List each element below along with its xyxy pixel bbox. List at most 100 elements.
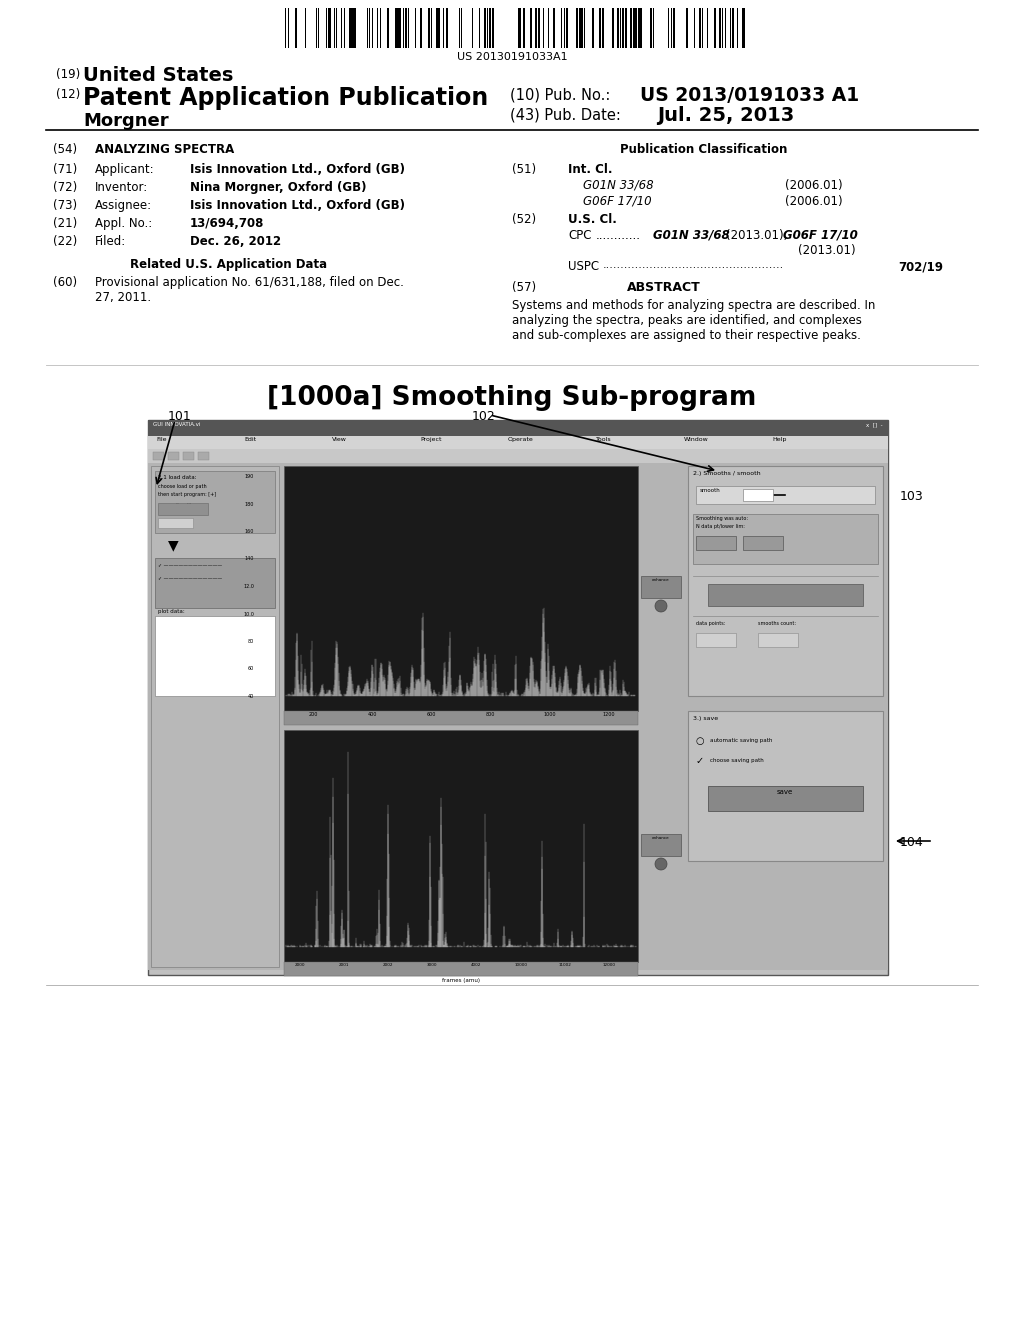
Bar xyxy=(446,8,447,48)
Bar xyxy=(168,451,179,459)
Bar xyxy=(582,8,583,48)
Text: (43) Pub. Date:: (43) Pub. Date: xyxy=(510,107,621,121)
Bar xyxy=(694,8,695,48)
Bar xyxy=(288,8,290,48)
Bar xyxy=(397,8,399,48)
Text: CPC: CPC xyxy=(568,228,592,242)
Bar xyxy=(334,8,335,48)
Bar xyxy=(630,8,632,48)
Text: 103: 103 xyxy=(900,490,924,503)
Bar xyxy=(732,8,733,48)
Text: 22222: 22222 xyxy=(770,634,785,639)
Text: ANALYZING SPECTRA: ANALYZING SPECTRA xyxy=(95,143,234,156)
Text: Related U.S. Application Data: Related U.S. Application Data xyxy=(130,257,327,271)
Text: 40: 40 xyxy=(248,694,254,700)
Bar xyxy=(617,8,618,48)
Bar xyxy=(650,8,652,48)
Text: United States: United States xyxy=(83,66,233,84)
Text: 2.) Smooths / smooth: 2.) Smooths / smooth xyxy=(693,471,761,477)
Bar xyxy=(284,730,638,962)
Bar xyxy=(696,486,874,504)
Text: Inventor:: Inventor: xyxy=(95,181,148,194)
Text: Provisional application No. 61/631,188, filed on Dec.
27, 2011.: Provisional application No. 61/631,188, … xyxy=(95,276,403,304)
Text: Patent Application Publication: Patent Application Publication xyxy=(83,86,488,110)
Text: ▼: ▼ xyxy=(168,539,178,552)
Bar xyxy=(155,616,275,696)
Bar xyxy=(592,8,594,48)
Text: Help: Help xyxy=(772,437,786,442)
Bar xyxy=(484,8,486,48)
Bar xyxy=(688,466,883,696)
Text: G01N 33/68: G01N 33/68 xyxy=(653,228,730,242)
Text: Morgner: Morgner xyxy=(83,112,169,129)
Text: Systems and methods for analyzing spectra are described. In
analyzing the spectr: Systems and methods for analyzing spectr… xyxy=(512,300,876,342)
Text: (10) Pub. No.:: (10) Pub. No.: xyxy=(510,88,610,103)
Bar xyxy=(561,8,562,48)
Text: (22): (22) xyxy=(53,235,77,248)
Text: [1000a] Smoothing Sub-program: [1000a] Smoothing Sub-program xyxy=(267,385,757,411)
Text: choose saving path: choose saving path xyxy=(710,758,764,763)
Text: Window: Window xyxy=(684,437,709,442)
Text: 190: 190 xyxy=(245,474,254,479)
Text: ✓ ————————————: ✓ ———————————— xyxy=(158,564,222,568)
Bar xyxy=(428,8,430,48)
Text: 4002: 4002 xyxy=(471,964,481,968)
Text: Filed:: Filed: xyxy=(95,235,126,248)
Text: 60: 60 xyxy=(248,667,254,672)
Bar xyxy=(329,8,331,48)
Bar xyxy=(295,8,297,48)
Text: (2013.01): (2013.01) xyxy=(798,244,856,257)
Text: 2.1 load data:: 2.1 load data: xyxy=(158,475,197,480)
Text: (2006.01): (2006.01) xyxy=(785,195,843,209)
Bar xyxy=(641,576,681,598)
Bar xyxy=(284,466,638,711)
Text: (73): (73) xyxy=(53,199,77,213)
Bar xyxy=(305,8,306,48)
Bar xyxy=(344,8,345,48)
Bar xyxy=(284,711,638,725)
Bar xyxy=(148,463,888,970)
Bar xyxy=(538,8,540,48)
Text: ABSTRACT: ABSTRACT xyxy=(627,281,700,294)
Text: 400: 400 xyxy=(368,711,377,717)
Text: refine file: refine file xyxy=(171,503,195,508)
Bar xyxy=(402,8,404,48)
Bar xyxy=(153,451,164,459)
Text: Smoothing was auto:: Smoothing was auto: xyxy=(696,516,748,521)
Text: frames (amu): frames (amu) xyxy=(442,978,480,983)
Text: 12.0: 12.0 xyxy=(243,583,254,589)
Text: ○: ○ xyxy=(696,737,705,746)
Bar xyxy=(699,8,701,48)
Text: Publication Classification: Publication Classification xyxy=(620,143,787,156)
Text: View: View xyxy=(332,437,347,442)
Bar xyxy=(354,8,355,48)
Text: automatic saving path: automatic saving path xyxy=(710,738,772,743)
Bar xyxy=(612,8,614,48)
Text: U.S. Cl.: U.S. Cl. xyxy=(568,213,616,226)
Text: G01N 33/68: G01N 33/68 xyxy=(583,180,653,191)
Bar xyxy=(285,8,286,48)
Text: File: File xyxy=(156,437,167,442)
Text: Int. Cl.: Int. Cl. xyxy=(568,162,612,176)
Text: (12): (12) xyxy=(56,88,80,102)
Text: US 20130191033A1: US 20130191033A1 xyxy=(457,51,567,62)
Bar xyxy=(387,8,389,48)
Bar xyxy=(148,420,888,975)
Text: (52): (52) xyxy=(512,213,537,226)
Bar xyxy=(517,8,520,48)
Text: 180: 180 xyxy=(245,502,254,507)
Text: ............: ............ xyxy=(596,228,641,242)
Bar xyxy=(720,8,721,48)
Text: (57): (57) xyxy=(512,281,537,294)
Bar xyxy=(577,8,579,48)
Bar xyxy=(349,8,351,48)
Text: Project: Project xyxy=(420,437,441,442)
Bar xyxy=(380,8,381,48)
Bar xyxy=(431,8,432,48)
Bar xyxy=(671,8,673,48)
Bar xyxy=(489,8,490,48)
Text: then start program: [+]: then start program: [+] xyxy=(158,492,216,498)
Bar xyxy=(599,8,601,48)
Text: 160: 160 xyxy=(245,529,254,535)
Text: (71): (71) xyxy=(53,162,77,176)
